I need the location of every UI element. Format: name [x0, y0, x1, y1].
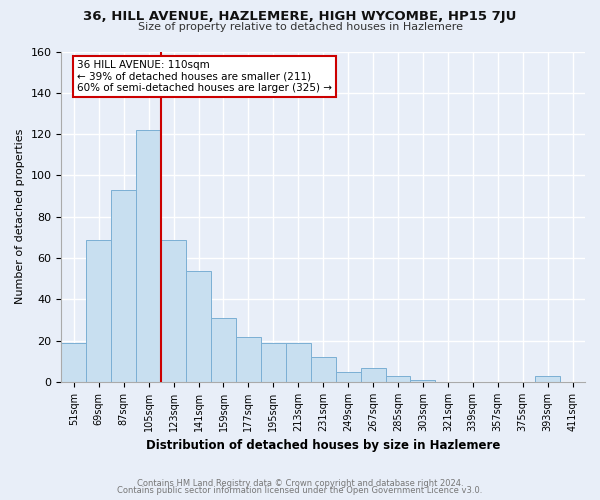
X-axis label: Distribution of detached houses by size in Hazlemere: Distribution of detached houses by size … — [146, 440, 500, 452]
Bar — [161, 240, 186, 382]
Bar — [86, 240, 111, 382]
Text: Size of property relative to detached houses in Hazlemere: Size of property relative to detached ho… — [137, 22, 463, 32]
Bar — [186, 270, 211, 382]
Bar — [136, 130, 161, 382]
Bar — [410, 380, 436, 382]
Bar — [335, 372, 361, 382]
Bar — [211, 318, 236, 382]
Bar — [261, 343, 286, 382]
Y-axis label: Number of detached properties: Number of detached properties — [15, 129, 25, 304]
Text: 36 HILL AVENUE: 110sqm
← 39% of detached houses are smaller (211)
60% of semi-de: 36 HILL AVENUE: 110sqm ← 39% of detached… — [77, 60, 332, 93]
Text: Contains HM Land Registry data © Crown copyright and database right 2024.: Contains HM Land Registry data © Crown c… — [137, 478, 463, 488]
Bar — [61, 343, 86, 382]
Bar — [111, 190, 136, 382]
Bar — [286, 343, 311, 382]
Bar — [311, 358, 335, 382]
Bar — [386, 376, 410, 382]
Text: Contains public sector information licensed under the Open Government Licence v3: Contains public sector information licen… — [118, 486, 482, 495]
Bar — [361, 368, 386, 382]
Text: 36, HILL AVENUE, HAZLEMERE, HIGH WYCOMBE, HP15 7JU: 36, HILL AVENUE, HAZLEMERE, HIGH WYCOMBE… — [83, 10, 517, 23]
Bar — [236, 336, 261, 382]
Bar — [535, 376, 560, 382]
